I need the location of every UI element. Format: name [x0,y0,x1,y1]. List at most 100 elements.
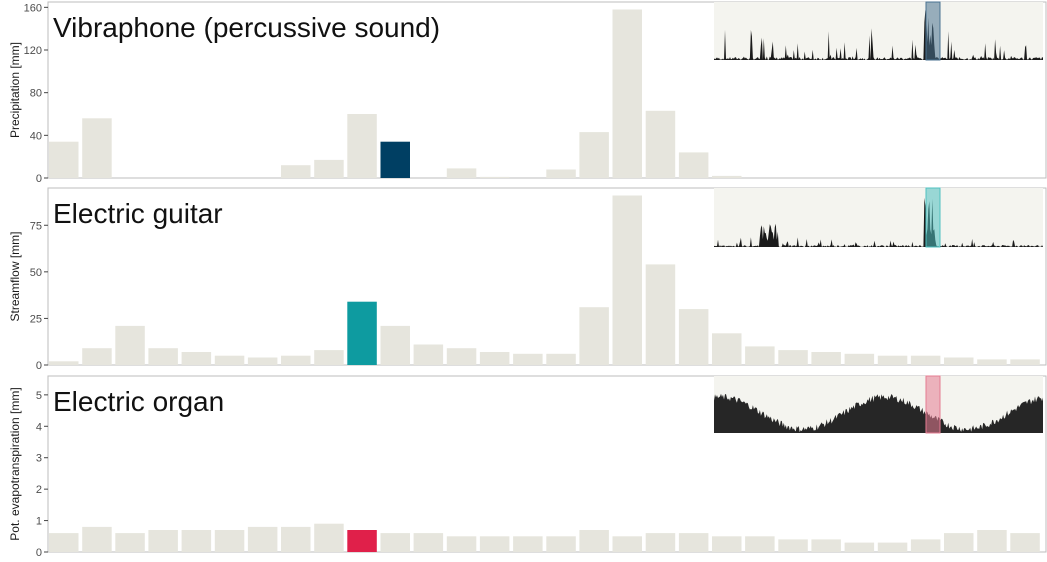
bar [1010,359,1040,365]
inset-window-border [925,187,941,248]
bar [49,533,79,552]
bar [712,333,742,365]
y-tick-label: 75 [30,220,42,232]
bar [380,533,410,552]
bar [811,352,841,365]
bar [82,526,112,552]
bar [380,325,410,365]
y-tick-label: 25 [30,313,42,325]
y-tick-label: 50 [30,267,42,279]
bar [281,355,311,365]
bar [148,530,178,552]
highlighted-bar [347,530,377,552]
bar [778,350,808,365]
inset-window [926,376,940,433]
y-tick-label: 40 [30,130,42,142]
bar [479,536,510,552]
y-tick-label: 0 [36,173,42,185]
bar [745,536,775,552]
panel-title: Electric organ [53,386,224,417]
y-tick-label: 80 [30,88,42,100]
inset-window-border [925,1,941,61]
bar [1010,533,1040,552]
inset-plot [714,187,1043,248]
y-tick-label: 3 [36,453,42,465]
bar [844,542,875,552]
bar [546,169,576,178]
bar [579,530,609,552]
inset-background [714,2,1043,60]
bar [612,195,642,365]
bar [347,114,377,178]
bar [678,152,709,178]
inset-window-border [925,375,941,434]
bar [645,264,676,365]
bar [645,533,676,552]
panel-title: Vibraphone (percussive sound) [53,12,440,43]
bar [546,353,576,365]
bar [247,526,278,552]
panel-1: 0 40 80 120 160 Precipitation [mm] Vibraphone … [8,1,1047,185]
bar [49,141,79,178]
bar [513,536,543,552]
y-axis-label: Precipitation [mm] [8,42,22,138]
inset-window [926,2,940,60]
y-tick-label: 2 [36,484,42,496]
bar [479,352,510,365]
y-tick-label: 5 [36,390,42,402]
bar [281,526,311,552]
bar [977,359,1007,365]
inset-plot [714,1,1043,61]
y-tick-label: 0 [36,360,42,372]
panel-3: 0 1 2 3 4 5 Pot. evapotranspiration [mm] Electr… [8,375,1047,559]
panel-title: Electric guitar [53,198,223,229]
bar [82,348,112,365]
bar [181,530,212,552]
bar [877,542,908,552]
bar [513,353,543,365]
y-axis-label: Streamflow [mm] [8,231,22,321]
y-tick-label: 120 [24,45,42,57]
bar [712,175,742,178]
bar [712,536,742,552]
bar [612,9,642,178]
bar [844,353,875,365]
bar [745,346,775,365]
bar [115,533,145,552]
bar [778,539,808,552]
bar [413,344,444,365]
bar [579,132,609,178]
bar [281,165,311,178]
bar [446,348,477,365]
bar [910,539,941,552]
inset-window [926,188,940,247]
bar [148,348,178,365]
bar [247,357,278,365]
bar [546,536,576,552]
bar [678,309,709,365]
bar [645,110,676,178]
bar [944,533,974,552]
y-tick-label: 1 [36,516,42,528]
y-tick-label: 0 [36,547,42,557]
bar [446,536,477,552]
bar [413,533,444,552]
bar [612,536,642,552]
bar [314,159,344,178]
bar [977,530,1007,552]
bar [811,539,841,552]
inset-series [714,393,1043,433]
inset-plot [714,375,1043,434]
bar [944,357,974,365]
bar [877,355,908,365]
highlighted-bar [347,301,377,365]
bar [49,361,79,365]
bar [214,355,245,365]
y-axis-label: Pot. evapotranspiration [mm] [8,387,22,540]
bar [82,118,112,178]
bar [678,533,709,552]
bar [579,307,609,365]
bar [181,352,212,365]
